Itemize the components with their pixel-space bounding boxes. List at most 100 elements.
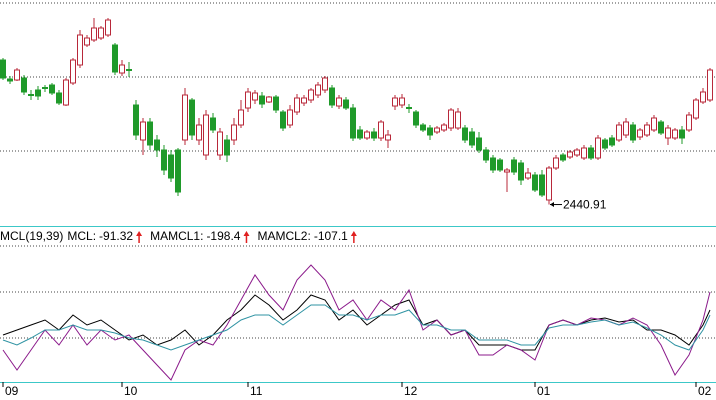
candle-body [119,64,125,74]
candle-body [70,59,76,84]
candle-body [371,131,377,139]
candle-body [182,94,188,141]
candle-body [147,121,153,146]
candle-body [525,172,531,179]
candle-body [546,167,552,201]
candle-body [175,149,181,193]
candle-body [707,69,713,101]
annotation-arrowhead [550,202,554,208]
candle-body [56,92,62,104]
candle-body [406,107,412,109]
candle-body [252,92,258,101]
candle-body [280,111,286,129]
candle-body [343,99,349,109]
candle-body [105,19,111,36]
x-tick-label: 12 [404,384,418,398]
candle-body [7,78,13,82]
candle-body [126,69,132,71]
candle-body [231,124,237,141]
candle-body [623,121,629,136]
legend-name: MAMCL1 [150,229,200,243]
candle-body [434,127,440,133]
candle-body [0,59,6,79]
candle-body [574,149,580,156]
candle-body [329,87,335,106]
candle-body [665,127,671,139]
candle-body [700,91,706,103]
candle-body [413,111,419,126]
x-tick-label: 10 [124,384,138,398]
candle-body [77,34,83,66]
candle-body [42,87,48,89]
x-tick-label: 02 [698,384,712,398]
candle-body [532,174,538,191]
legend-name: MAMCL2 [257,229,307,243]
candle-body [259,95,265,105]
candle-body [63,79,69,106]
candle-body [420,124,426,131]
candle-body [378,121,384,139]
legend-value: -107.1 [314,229,348,243]
candle-body [357,129,363,139]
candle-body [273,96,279,111]
candle-body [427,127,433,136]
low-annotation: 2440.91 [563,198,607,212]
candle-body [693,99,699,119]
candle-body [504,169,510,173]
candle-body [210,117,216,131]
candle-body [301,97,307,104]
candle-body [644,124,650,136]
candle-body [581,147,587,159]
up-arrow-head [243,231,250,236]
up-arrow-head [136,231,143,236]
indicator-line [2,264,711,381]
indicator-line [2,304,711,351]
x-tick-label: 11 [250,384,263,398]
candle-body [14,69,20,81]
candle-body [161,149,167,171]
candle-body [448,109,454,129]
candle-body [84,37,90,46]
legend-colon: : [200,229,203,243]
candle-body [266,96,272,103]
candle-body [112,44,118,73]
candle-body [392,97,398,107]
candle-body [455,111,461,129]
candle-body [49,84,55,94]
candle-body [98,27,104,39]
candle-body [630,124,636,141]
candle-body [602,139,608,149]
candle-body [336,97,342,107]
candle-body [168,154,174,179]
candle-body [672,129,678,139]
legend-colon: : [307,229,310,243]
candle-body [476,137,482,151]
candle-body [224,139,230,156]
candle-body [560,154,566,161]
candle-body [490,157,496,171]
candle-body [140,121,146,141]
candle-body [245,91,251,109]
candle-body [518,162,524,181]
candle-body [28,94,34,96]
candle-body [315,84,321,96]
candle-body [511,159,517,173]
candle-body [686,114,692,131]
candle-body [651,117,657,131]
candle-body [189,99,195,136]
candle-body [609,137,615,146]
legend-name: MCL [67,229,93,243]
candle-body [154,139,160,151]
x-tick-label: 01 [537,384,551,398]
candle-body [21,77,27,93]
candle-body [308,89,314,101]
candle-body [399,97,405,106]
candle-body [553,157,559,169]
candle-body [539,174,545,196]
x-tick-label: 09 [5,384,19,398]
candle-body [469,131,475,146]
legend-value: -91.32 [99,229,133,243]
candle-body [483,149,489,161]
